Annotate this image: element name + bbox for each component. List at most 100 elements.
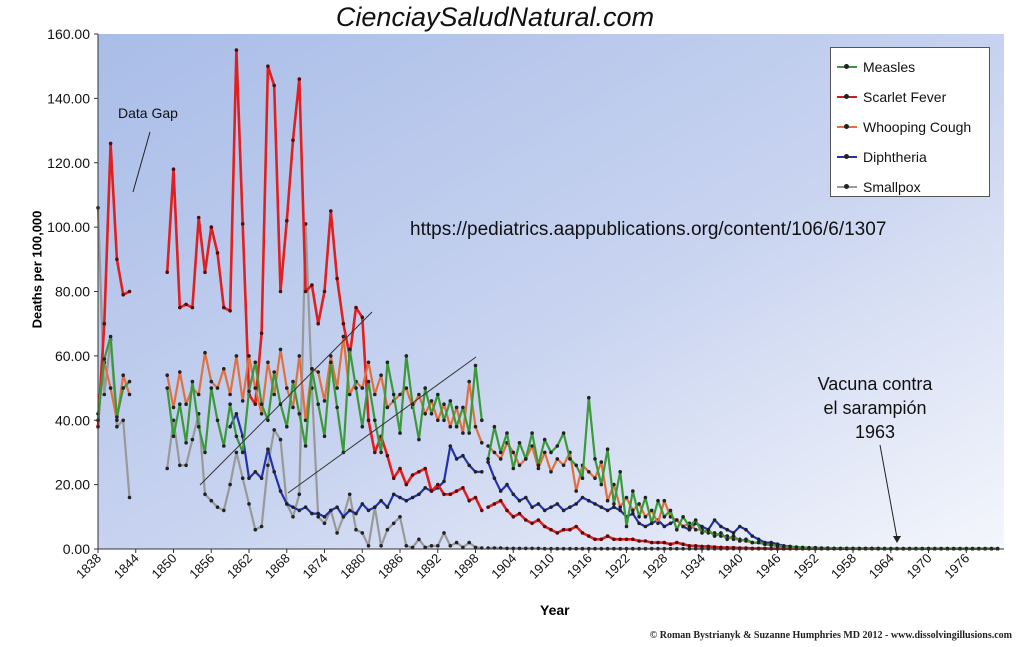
smallpox-point	[347, 492, 352, 497]
scarlet-fever-point	[473, 495, 478, 500]
y-tick-label: 0.00	[63, 541, 90, 557]
whooping-cough-point	[291, 405, 295, 410]
diphtheria-point	[574, 502, 578, 506]
scarlet-fever-point	[505, 508, 509, 513]
whooping-cough-point	[675, 518, 679, 522]
whooping-cough-point	[234, 354, 239, 358]
measles-point	[863, 546, 868, 551]
measles-point	[347, 347, 352, 352]
measles-point	[127, 379, 132, 384]
y-tick-label: 140.00	[47, 90, 90, 106]
scarlet-fever-point	[719, 545, 723, 550]
measles-point	[700, 531, 704, 535]
smallpox-point	[121, 418, 125, 423]
scarlet-fever-point	[240, 222, 245, 226]
vaccine-annotation: Vacuna contra el sarampión 1963	[795, 372, 955, 444]
diphtheria-point	[587, 498, 591, 503]
scarlet-fever-point	[618, 537, 622, 542]
whooping-cough-point	[662, 498, 667, 503]
measles-point	[404, 354, 409, 358]
x-tick-label: 1898	[451, 551, 482, 582]
scarlet-fever-point	[480, 508, 484, 513]
smallpox-point	[278, 437, 283, 442]
whooping-cough-point	[196, 392, 201, 397]
diphtheria-point	[360, 502, 365, 506]
whooping-cough-point	[404, 386, 409, 390]
smallpox-point	[536, 546, 541, 551]
whooping-cough-point	[385, 405, 390, 410]
scarlet-fever-point	[687, 544, 692, 548]
x-tick-label: 1976	[941, 551, 972, 582]
diphtheria-point	[517, 498, 522, 503]
scarlet-fever-point	[165, 270, 169, 275]
measles-point	[656, 498, 660, 503]
x-tick-label: 1934	[677, 551, 708, 582]
whooping-cough-point	[184, 402, 188, 407]
diphtheria-point	[505, 482, 509, 487]
measles-point	[121, 386, 125, 390]
vaccine-arrow	[879, 444, 898, 539]
diphtheria-point	[580, 495, 585, 500]
measles-point	[800, 545, 805, 550]
measles-point	[756, 540, 761, 545]
smallpox-point	[102, 392, 107, 397]
smallpox-point	[184, 463, 188, 468]
diphtheria-point	[259, 476, 264, 481]
whooping-cough-point	[467, 379, 472, 384]
diphtheria-point	[347, 508, 352, 513]
y-tick-label: 60.00	[55, 348, 90, 364]
measles-point	[473, 363, 478, 368]
whooping-cough-point	[587, 470, 591, 474]
diphtheria-point	[480, 470, 484, 474]
measles-point	[354, 386, 358, 390]
whooping-cough-point	[115, 418, 119, 423]
scarlet-fever-point	[700, 544, 704, 549]
whooping-cough-point	[511, 450, 516, 455]
diphtheria-point	[731, 531, 736, 535]
whooping-cough-point	[209, 379, 214, 384]
scarlet-fever-point	[291, 138, 295, 142]
y-tick-label: 40.00	[55, 412, 90, 428]
measles-point	[297, 412, 302, 416]
x-tick-label: 1904	[488, 551, 519, 582]
whooping-cough-point	[624, 495, 629, 500]
measles-point	[549, 450, 553, 455]
measles-point	[561, 431, 566, 435]
measles-point	[649, 521, 654, 526]
smallpox-point	[423, 545, 428, 550]
scarlet-fever-point	[322, 289, 327, 294]
measles-point	[832, 546, 836, 551]
measles-point	[643, 495, 648, 500]
measles-point	[738, 539, 742, 543]
smallpox-point	[391, 521, 396, 526]
source-url[interactable]: https://pediatrics.aappublications.org/c…	[410, 219, 887, 240]
measles-point	[480, 418, 484, 423]
scarlet-fever-point	[228, 309, 232, 313]
diphtheria-point	[234, 412, 239, 416]
scarlet-fever-point	[102, 321, 107, 326]
whooping-cough-point	[178, 370, 182, 374]
x-tick-label: 1928	[639, 551, 670, 582]
whooping-cough-point	[605, 498, 610, 503]
measles-point	[379, 450, 383, 455]
smallpox-point	[335, 531, 339, 535]
diphtheria-point	[530, 505, 534, 510]
measles-point	[442, 418, 446, 423]
smallpox-point	[240, 476, 245, 481]
measles-point	[215, 418, 220, 423]
legend-label: Smallpox	[863, 179, 921, 195]
whooping-cough-point	[127, 392, 132, 397]
scarlet-fever-point	[360, 315, 365, 320]
diphtheria-point	[473, 470, 478, 474]
whooping-cough-point	[549, 470, 553, 474]
trend-line-2	[287, 356, 477, 494]
smallpox-point	[461, 545, 465, 550]
measles-point	[247, 389, 251, 394]
measles-point	[574, 463, 578, 468]
measles-point	[605, 447, 610, 452]
x-tick-label: 1868	[262, 551, 293, 582]
scarlet-fever-point	[763, 546, 767, 551]
smallpox-point	[530, 546, 534, 551]
measles-point	[712, 534, 717, 538]
whooping-cough-point	[593, 476, 597, 481]
